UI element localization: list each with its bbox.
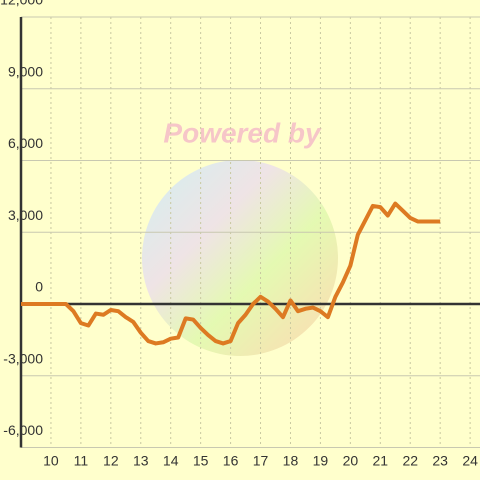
y-tick-label: 3,000 — [8, 207, 43, 223]
x-tick-label: 17 — [253, 453, 269, 469]
y-tick-label: 0 — [35, 279, 43, 295]
x-tick-label: 22 — [402, 453, 418, 469]
watermark-logo — [142, 160, 338, 356]
x-tick-label: 11 — [74, 453, 89, 469]
x-tick-label: 12 — [103, 453, 119, 469]
y-tick-label: -6,000 — [3, 422, 43, 438]
y-tick-label: -3,000 — [3, 350, 43, 366]
x-tick-label: 19 — [313, 453, 329, 469]
x-tick-label: 15 — [193, 453, 209, 469]
y-tick-label: 6,000 — [8, 135, 43, 151]
x-tick-label: 21 — [373, 453, 389, 469]
x-tick-label: 16 — [223, 453, 239, 469]
x-tick-label: 23 — [432, 453, 448, 469]
line — [21, 201, 441, 346]
y-tick-label: 12,000 — [0, 0, 43, 8]
x-tick-label: 24 — [462, 453, 478, 469]
x-tick-label: 18 — [283, 453, 299, 469]
x-tick-label: 14 — [163, 453, 179, 469]
y-tick-label: 9,000 — [8, 63, 43, 79]
x-tick-label: 20 — [343, 453, 359, 469]
watermark-text: Powered by — [163, 117, 322, 148]
x-tick-label: 13 — [133, 453, 149, 469]
x-tick-label: 10 — [43, 453, 59, 469]
